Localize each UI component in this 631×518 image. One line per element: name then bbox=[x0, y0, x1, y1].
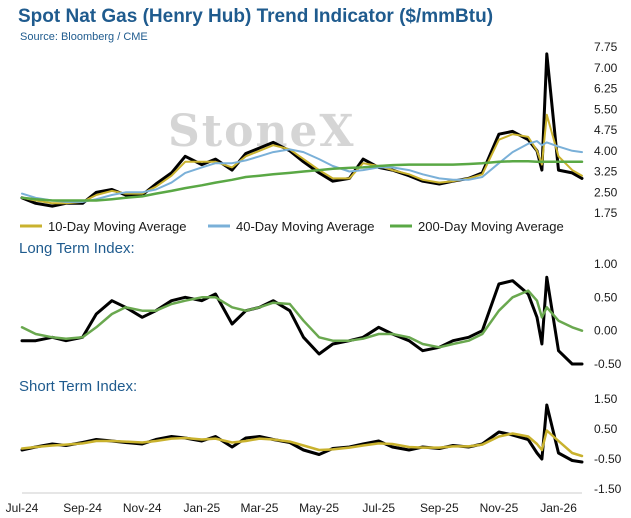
price-y-tick: 5.50 bbox=[594, 102, 618, 116]
lt-y-tick: 1.00 bbox=[594, 257, 618, 271]
x-tick-label: May-25 bbox=[299, 501, 339, 515]
price-y-tick: 6.25 bbox=[594, 82, 618, 96]
x-tick-label: Jul-24 bbox=[6, 501, 39, 515]
st-y-tick: 1.50 bbox=[594, 392, 618, 406]
price-series-40-day-moving-average bbox=[21, 140, 583, 203]
lt-y-tick: 0.00 bbox=[594, 324, 618, 338]
x-tick-label: Mar-25 bbox=[240, 501, 278, 515]
x-tick-label: Jul-25 bbox=[362, 501, 395, 515]
price-y-tick: 2.50 bbox=[594, 185, 618, 199]
long-term-panel-title: Long Term Index: bbox=[19, 240, 135, 257]
price-y-tick: 7.75 bbox=[594, 40, 618, 54]
price-y-tick: 1.75 bbox=[594, 206, 618, 220]
x-tick-label: Nov-24 bbox=[123, 501, 162, 515]
short-term-panel-title: Short Term Index: bbox=[19, 378, 138, 395]
x-axis: Jul-24 Sep-24 Nov-24 Jan-25 Mar-25 May-25 Jul-… bbox=[6, 492, 582, 515]
lt-y-tick: -0.50 bbox=[594, 357, 622, 371]
long-term-panel: 1.00 0.50 0.00 -0.50 bbox=[20, 257, 622, 371]
legend-label: 40-Day Moving Average bbox=[236, 219, 375, 234]
x-tick-label: Jan-25 bbox=[183, 501, 220, 515]
lt-y-tick: 0.50 bbox=[594, 290, 618, 304]
x-tick-label: Nov-25 bbox=[480, 501, 519, 515]
x-tick-label: Sep-25 bbox=[420, 501, 459, 515]
price-panel: 7.75 7.00 6.25 5.50 4.75 4.00 3.25 2.50 1.75 bbox=[20, 40, 618, 220]
x-tick-label: Jan-26 bbox=[540, 501, 577, 515]
price-y-tick: 7.00 bbox=[594, 61, 618, 75]
st-series-smoothed bbox=[20, 429, 584, 458]
price-series-200-day-moving-average bbox=[20, 160, 584, 202]
price-legend: 10-Day Moving Average 40-Day Moving Avera… bbox=[20, 219, 564, 234]
st-series-index bbox=[20, 403, 584, 464]
st-y-tick: 0.50 bbox=[594, 422, 618, 436]
lt-series-index bbox=[20, 275, 584, 366]
price-y-tick: 3.25 bbox=[594, 165, 618, 179]
st-y-tick: -1.50 bbox=[594, 482, 622, 496]
short-term-panel: 1.50 0.50 -0.50 -1.50 bbox=[20, 392, 622, 496]
legend-label: 10-Day Moving Average bbox=[48, 219, 187, 234]
price-y-tick: 4.00 bbox=[594, 144, 618, 158]
price-y-tick: 4.75 bbox=[594, 123, 618, 137]
legend-label: 200-Day Moving Average bbox=[418, 219, 564, 234]
lt-series-smoothed bbox=[20, 289, 584, 349]
st-y-tick: -0.50 bbox=[594, 452, 622, 466]
chart-source: Source: Bloomberg / CME bbox=[20, 31, 148, 43]
chart-title: Spot Nat Gas (Henry Hub) Trend Indicator… bbox=[18, 6, 494, 27]
x-tick-label: Sep-24 bbox=[63, 501, 102, 515]
